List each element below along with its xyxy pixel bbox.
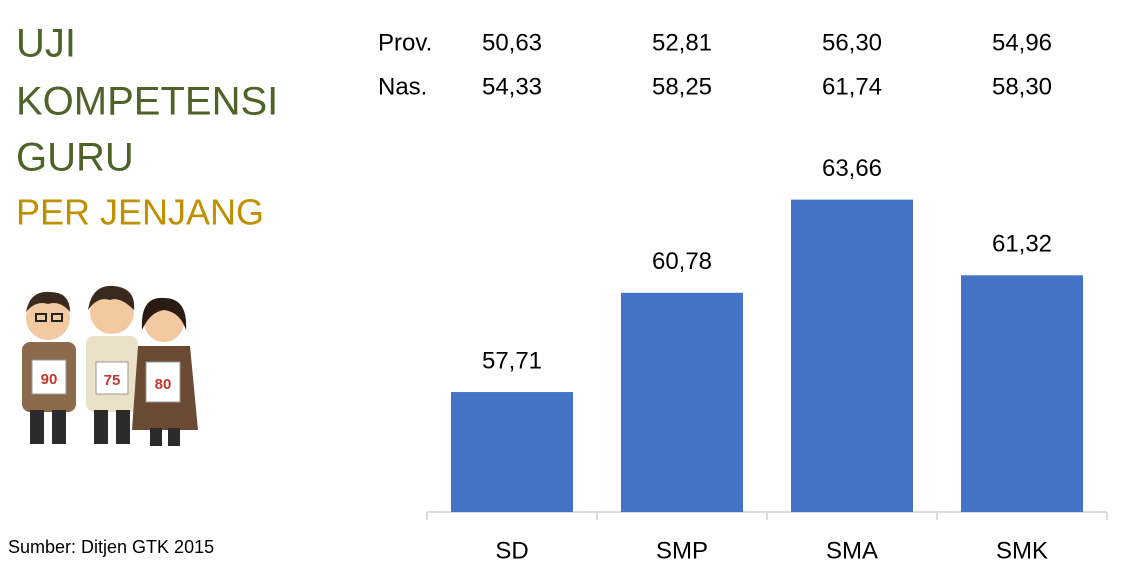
row-value: 61,74	[822, 73, 882, 100]
x-tick-label: SMK	[996, 537, 1048, 564]
row-label: Prov.	[378, 29, 432, 56]
row-value: 56,30	[822, 29, 882, 56]
x-tick-label: SMA	[826, 537, 878, 564]
value-label: 60,78	[652, 248, 712, 275]
leg	[116, 410, 130, 444]
title-block: UJI KOMPETENSI GURU PER JENJANG	[16, 22, 278, 233]
x-tick-label: SMP	[656, 537, 708, 564]
leg	[150, 428, 162, 446]
value-label: 57,71	[482, 347, 542, 374]
score-card-text: 75	[104, 372, 121, 389]
value-label: 63,66	[822, 155, 882, 182]
title-line: GURU	[16, 136, 134, 180]
bar	[451, 392, 573, 512]
leg	[168, 428, 180, 446]
bar	[791, 200, 913, 512]
row-value: 54,96	[992, 29, 1052, 56]
x-tick-label: SD	[495, 537, 528, 564]
row-value: 50,63	[482, 29, 542, 56]
chart: UJI KOMPETENSI GURU PER JENJANG 90 75 80…	[0, 0, 1124, 572]
page: UJI KOMPETENSI GURU PER JENJANG 90 75 80…	[0, 0, 1124, 572]
source: Sumber: Ditjen GTK 2015	[8, 537, 214, 557]
leg	[30, 410, 44, 444]
leg	[52, 410, 66, 444]
row-value: 54,33	[482, 73, 542, 100]
score-card-text: 90	[41, 371, 58, 388]
row-label: Nas.	[378, 73, 427, 100]
title-line: KOMPETENSI	[16, 80, 278, 124]
row-value: 52,81	[652, 29, 712, 56]
score-card-text: 80	[155, 376, 172, 393]
leg	[94, 410, 108, 444]
row-value: 58,25	[652, 73, 712, 100]
bar	[961, 275, 1083, 512]
row-value: 58,30	[992, 73, 1052, 100]
bar	[621, 293, 743, 512]
illustration: 90 75 80	[22, 286, 198, 446]
value-label: 61,32	[992, 231, 1052, 258]
subtitle: PER JENJANG	[16, 192, 264, 233]
title-line: UJI	[16, 22, 76, 66]
